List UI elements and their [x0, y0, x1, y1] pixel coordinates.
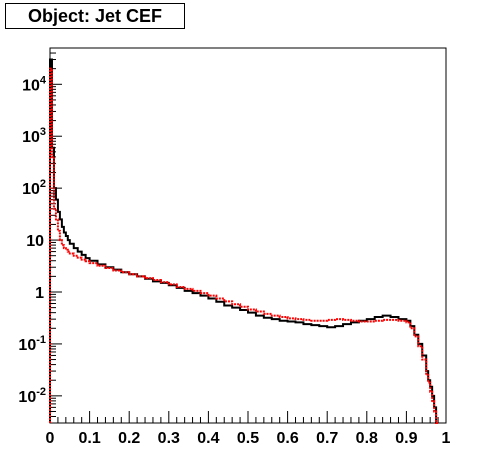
x-tick-label: 0.9 [395, 430, 417, 447]
x-tick-label: 0.2 [118, 430, 140, 447]
y-tick-label: 102 [22, 178, 46, 198]
x-tick-label: 0.7 [316, 430, 338, 447]
chart-title: Object: Jet CEF [5, 3, 185, 29]
series-1-line [49, 58, 439, 424]
y-axis: 10-2 10-1 1 10 102 103 104 [18, 47, 62, 424]
y-tick-label: 103 [22, 126, 46, 146]
y-tick-label: 10 [26, 233, 44, 250]
series-layer [49, 58, 439, 424]
x-axis: 0 0.1 0.2 0.3 0.4 0.5 0.6 0.7 0.8 0.9 1 [46, 411, 451, 447]
x-tick-label: 1 [442, 430, 451, 447]
x-tick-label: 0.8 [356, 430, 378, 447]
x-tick-label: 0 [46, 430, 55, 447]
y-tick-label: 10-1 [18, 334, 46, 354]
y-tick-label: 10-2 [18, 386, 46, 406]
series-2-line [49, 67, 439, 424]
x-tick-label: 0.3 [158, 430, 180, 447]
x-tick-label: 0.4 [197, 430, 219, 447]
y-tick-label: 1 [35, 285, 44, 302]
x-tick-label: 0.5 [237, 430, 259, 447]
plot-frame [49, 47, 447, 424]
x-tick-label: 0.1 [78, 430, 100, 447]
y-tick-label: 104 [22, 74, 47, 94]
x-tick-label: 0.6 [276, 430, 298, 447]
